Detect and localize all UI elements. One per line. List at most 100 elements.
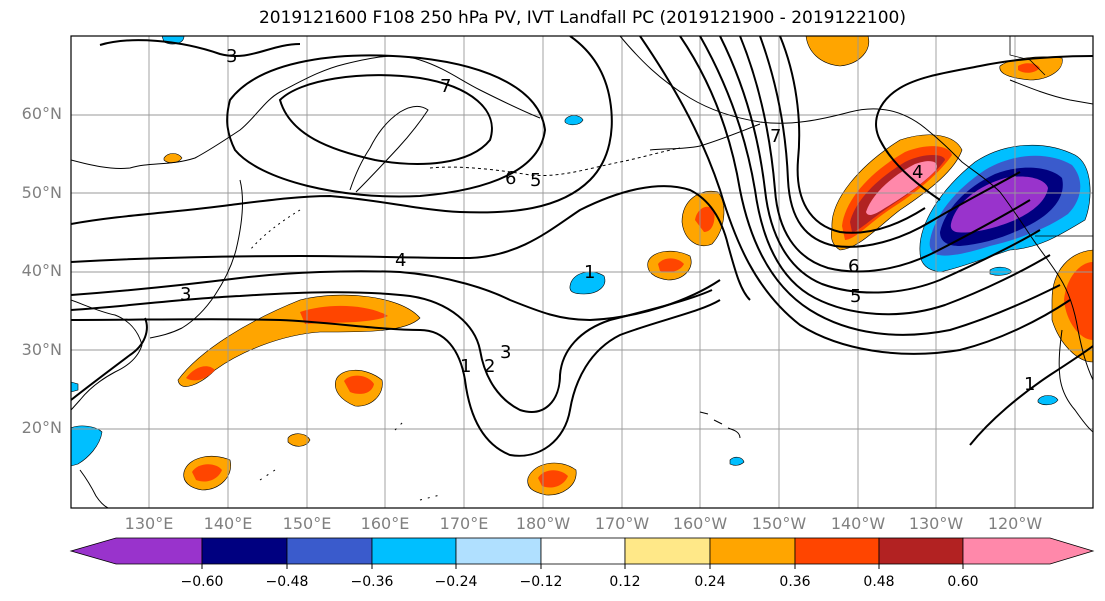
coastline-kamchatka [349,105,429,193]
positive-anomaly-148e [287,433,311,447]
coastline-sakhalin-japan [149,179,244,339]
positive-anomaly-gulf-of-alaska-pink [866,161,938,215]
colorbar-tick-label: −0.48 [265,574,309,590]
pv-contour-trough-1 [639,36,1071,355]
pv-contour-2 [71,289,713,413]
pv-contour-1-low [71,317,148,401]
positive-anomaly-137e-core [192,464,222,482]
coastline-baja [1058,329,1093,433]
contour-label: 1 [584,262,595,283]
positive-anomaly-west-pacific-band [177,294,421,387]
lat-label-50n: 50°N [21,183,62,202]
negative-anomaly-cal-spot [989,266,1013,276]
lon-label-140w: 140°W [830,514,886,533]
lat-label-60n: 60°N [21,104,62,123]
contour-label: 2 [484,356,495,377]
contour-label: 6 [848,256,859,277]
pv-contour-ridge-1 [875,55,1093,201]
colorbar-tick-label: 0.24 [694,574,726,590]
contour-label: 4 [912,162,923,183]
positive-anomaly-178w-core [538,470,568,488]
colorbar-segment [455,537,542,565]
colorbar-tick-label: 0.60 [947,574,979,590]
colorbar-ticks [201,564,964,569]
lon-label-120w: 120°W [987,514,1043,533]
positive-anomaly-west-pacific-core [300,305,388,324]
colorbar-segment [962,537,1095,565]
pv-contour-6 [226,54,547,198]
positive-anomaly-160e-core [344,375,374,394]
lon-label-170e: 170°E [439,514,489,533]
contour-label: 3 [500,342,511,363]
lat-label-40n: 40°N [21,261,62,280]
lon-label-130w: 130°W [908,514,964,533]
contour-labels: 3 7 6 5 4 3 1 2 3 1 7 6 5 4 1 [180,46,1035,395]
pv-contour-ridge-east-1 [969,345,1093,446]
negative-anomaly-alaska-spot [564,115,584,126]
contour-label: 1 [1024,374,1035,395]
colorbar-tick-label: −0.24 [434,574,478,590]
colorbar-segment [624,537,711,565]
contour-label: 6 [505,168,516,189]
coastline-korea-china [71,299,143,411]
colorbar [69,537,1095,569]
colorbar-tick-label: −0.36 [350,574,394,590]
negative-anomaly-asia-coast-small [71,381,79,393]
pv-contour-4 [71,185,751,301]
positive-anomaly-kamchatka-spot [163,153,183,164]
contour-label: 4 [395,250,406,271]
positive-anomaly-canada-core [1018,63,1040,73]
kuril-chain [249,209,301,251]
pv-contour-trough-6 [759,36,1021,248]
pv-contour-trough-4 [719,36,1041,294]
positive-anomaly-165w-core [658,258,684,273]
map-plot-area: 3 7 6 5 4 3 1 2 3 1 7 6 5 4 1 [71,36,1093,508]
negative-anomaly-pnw-purple [950,176,1048,233]
positive-anomaly-north-gulf [805,36,870,67]
colorbar-segment [286,537,373,565]
coastline-north-america-west [999,191,1093,381]
lon-label-180w: 180°W [515,514,571,533]
coastline-alaska-peninsula [649,123,761,151]
colorbar-segment [201,537,288,565]
positive-anomaly-california-core [1064,262,1093,340]
colorbar-tick-label: 0.12 [609,574,641,590]
contour-label: 3 [180,284,191,305]
pv-contour-5 [71,36,613,225]
contour-label: 3 [226,46,237,67]
hawaiian-islands [699,411,741,439]
lon-label-140e: 140°E [203,514,253,533]
pv-contour-7 [278,74,493,165]
contour-label: 5 [530,170,541,191]
negative-anomaly-asia-coast [71,425,103,467]
pv-contour-trough-5 [739,36,1031,273]
islands [249,147,741,501]
pv-contour-trough-2 [679,36,1061,336]
pv-contours [71,36,1093,457]
negative-anomaly-mexico-coast [1037,395,1059,406]
pv-contour-trough-3 [699,36,1051,316]
coastline-alaska [619,36,1001,193]
negative-anomaly-170w [569,271,606,295]
map-gridlines [71,36,1093,508]
lon-label-150w: 150°W [751,514,807,533]
lon-label-160w: 160°W [672,514,728,533]
colorbar-tick-label: −0.60 [180,574,224,590]
colorbar-segment [878,537,964,565]
pv-contour-1 [71,299,721,457]
contour-label: 7 [440,76,451,97]
contour-label: 1 [460,356,471,377]
colorbar-tick-label: 0.36 [779,574,811,590]
contour-label: 5 [850,286,861,307]
negative-anomaly-hawaii [729,456,745,466]
lon-label-160e: 160°E [360,514,410,533]
positive-anomaly-west-pacific-west-core [186,366,215,381]
coastline-northeast-asia [71,55,541,169]
pv-contour-trough-7 [779,36,926,234]
colorbar-tick-label: 0.48 [863,574,895,590]
pv-contour-3 [71,270,721,322]
lon-label-170w: 170°W [594,514,650,533]
coastline-philippines [79,469,109,508]
lon-label-150e: 150°E [282,514,332,533]
